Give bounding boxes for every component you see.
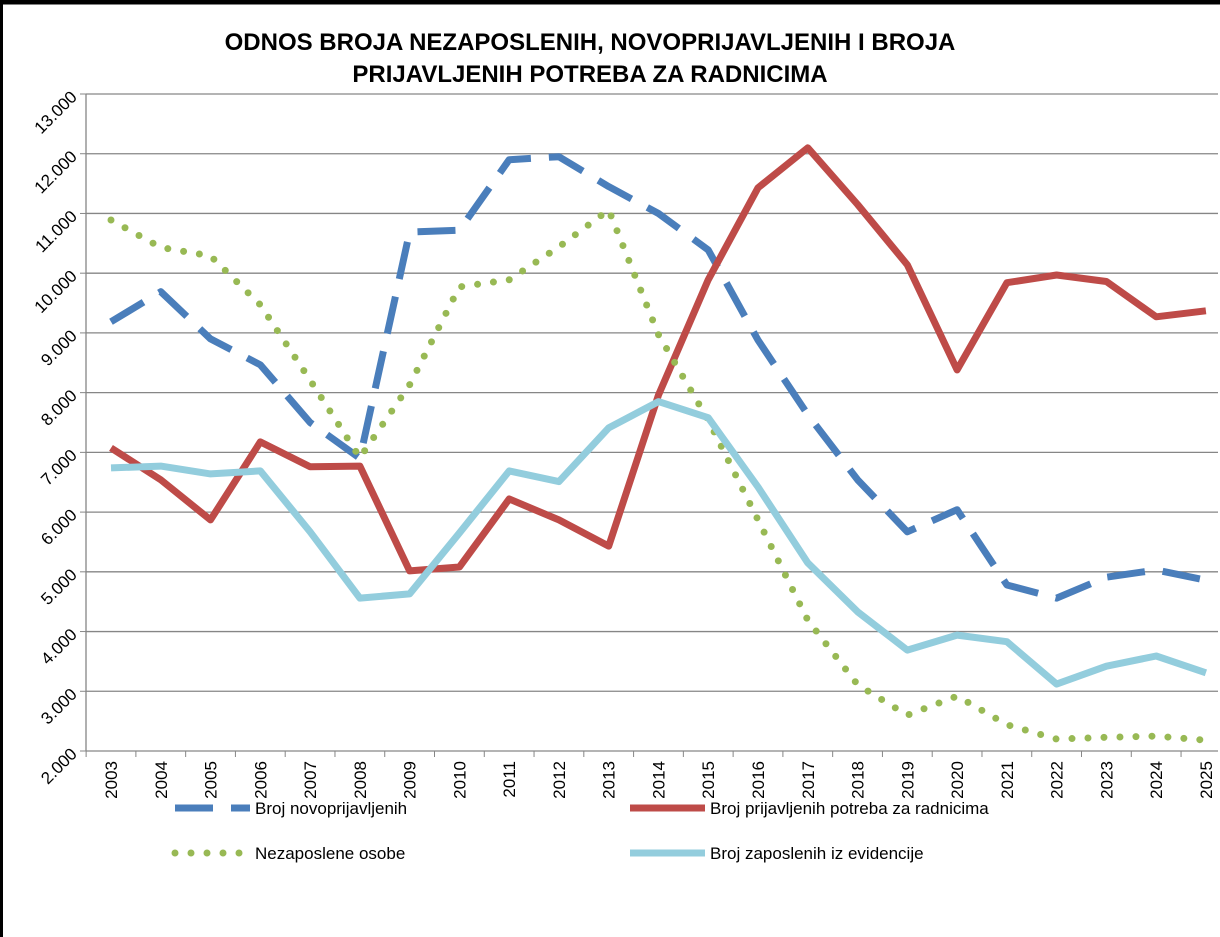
x-tick-label: 2025 — [1197, 761, 1216, 799]
y-tick-label: 6.000 — [37, 505, 81, 549]
x-tick-label: 2020 — [948, 761, 967, 799]
y-tick-label: 2.000 — [37, 744, 81, 788]
x-tick-label: 2018 — [849, 761, 868, 799]
x-tick-label: 2012 — [550, 761, 569, 799]
legend-label: Broj novoprijavljenih — [255, 799, 407, 818]
chart-title: PRIJAVLJENIH POTREBA ZA RADNICIMA — [352, 61, 827, 88]
x-tick-label: 2003 — [102, 761, 121, 799]
x-tick-label: 2006 — [251, 761, 270, 799]
x-tick-label: 2015 — [699, 761, 718, 799]
y-tick-label: 13.000 — [31, 87, 81, 137]
x-tick-label: 2013 — [600, 761, 619, 799]
series-line — [109, 144, 1207, 575]
x-tick-label: 2024 — [1147, 761, 1166, 799]
x-tick-label: 2007 — [301, 761, 320, 799]
x-tick-label: 2009 — [401, 761, 420, 799]
x-tick-label: 2014 — [649, 761, 668, 799]
x-tick-label: 2008 — [351, 761, 370, 799]
legend-label: Nezaposlene osobe — [255, 844, 405, 863]
x-tick-label: 2022 — [1048, 761, 1067, 799]
x-tick-label: 2004 — [152, 761, 171, 799]
x-tick-label: 2005 — [202, 761, 221, 799]
x-tick-label: 2023 — [1097, 761, 1116, 799]
y-tick-label: 11.000 — [32, 207, 81, 256]
x-tick-label: 2021 — [998, 761, 1017, 799]
chart-title: ODNOS BROJA NEZAPOSLENIH, NOVOPRIJAVLJEN… — [225, 29, 956, 56]
y-tick-label: 10.000 — [31, 267, 81, 317]
y-tick-label: 9.000 — [37, 326, 81, 370]
y-tick-label: 7.000 — [37, 446, 81, 490]
series-line — [110, 398, 1208, 688]
series-line — [107, 206, 1210, 744]
y-tick-label: 3.000 — [37, 685, 81, 729]
legend-label: Broj zaposlenih iz evidencije — [710, 844, 924, 863]
series-line — [109, 153, 1207, 602]
x-tick-label: 2017 — [799, 761, 818, 799]
legend-label: Broj prijavljenih potreba za radnicima — [710, 799, 989, 818]
y-tick-label: 4.000 — [37, 625, 81, 669]
y-tick-label: 5.000 — [37, 565, 81, 609]
y-tick-label: 12.000 — [31, 147, 81, 197]
x-tick-label: 2010 — [450, 761, 469, 799]
x-tick-label: 2011 — [500, 761, 519, 798]
x-tick-label: 2016 — [749, 761, 768, 799]
x-tick-label: 2019 — [898, 761, 917, 799]
y-tick-label: 8.000 — [37, 386, 81, 430]
